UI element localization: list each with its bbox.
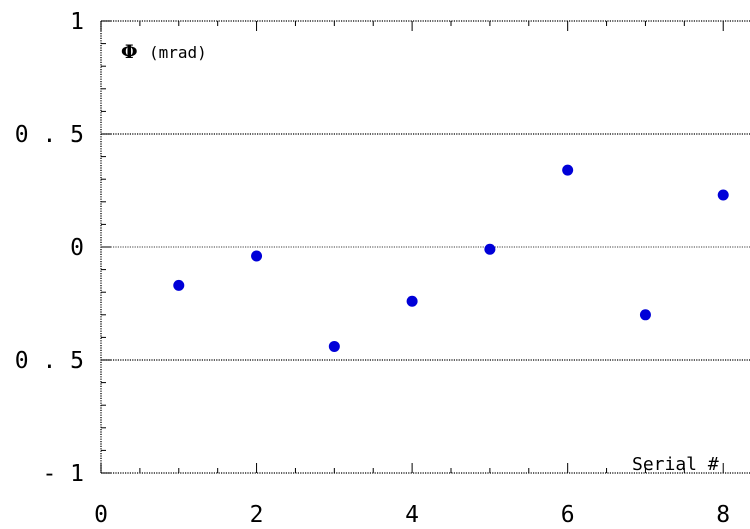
y-tick-label: 0 (70, 235, 84, 261)
y-tick-label: - 1 (42, 461, 84, 487)
y-axis-unit: (mrad) (149, 43, 207, 62)
y-axis-symbol: Φ (121, 41, 138, 63)
x-tick-label: 0 (94, 502, 108, 528)
x-tick-label: 6 (561, 502, 575, 528)
data-point (406, 295, 418, 307)
y-tick-label: 1 (70, 9, 84, 35)
y-tick-label: - 0 . 5 (0, 348, 84, 374)
data-point (639, 309, 651, 321)
grid-lines (101, 133, 750, 361)
axis-ticks (100, 20, 724, 474)
data-point (484, 243, 496, 255)
x-tick-label: 4 (405, 502, 419, 528)
x-axis-label: Serial # (632, 454, 719, 475)
data-point (562, 164, 574, 176)
data-point (173, 279, 185, 291)
y-tick-label: 0 . 5 (15, 122, 84, 148)
tick-labels: 0 2 4 6 8 - 1 - 0 . 5 0 0 . 5 1 (0, 9, 730, 528)
data-point (328, 340, 340, 352)
x-tick-label: 2 (250, 502, 264, 528)
data-point (717, 189, 729, 201)
data-points (173, 164, 729, 352)
data-point (251, 250, 263, 262)
x-tick-label: 8 (716, 502, 730, 528)
